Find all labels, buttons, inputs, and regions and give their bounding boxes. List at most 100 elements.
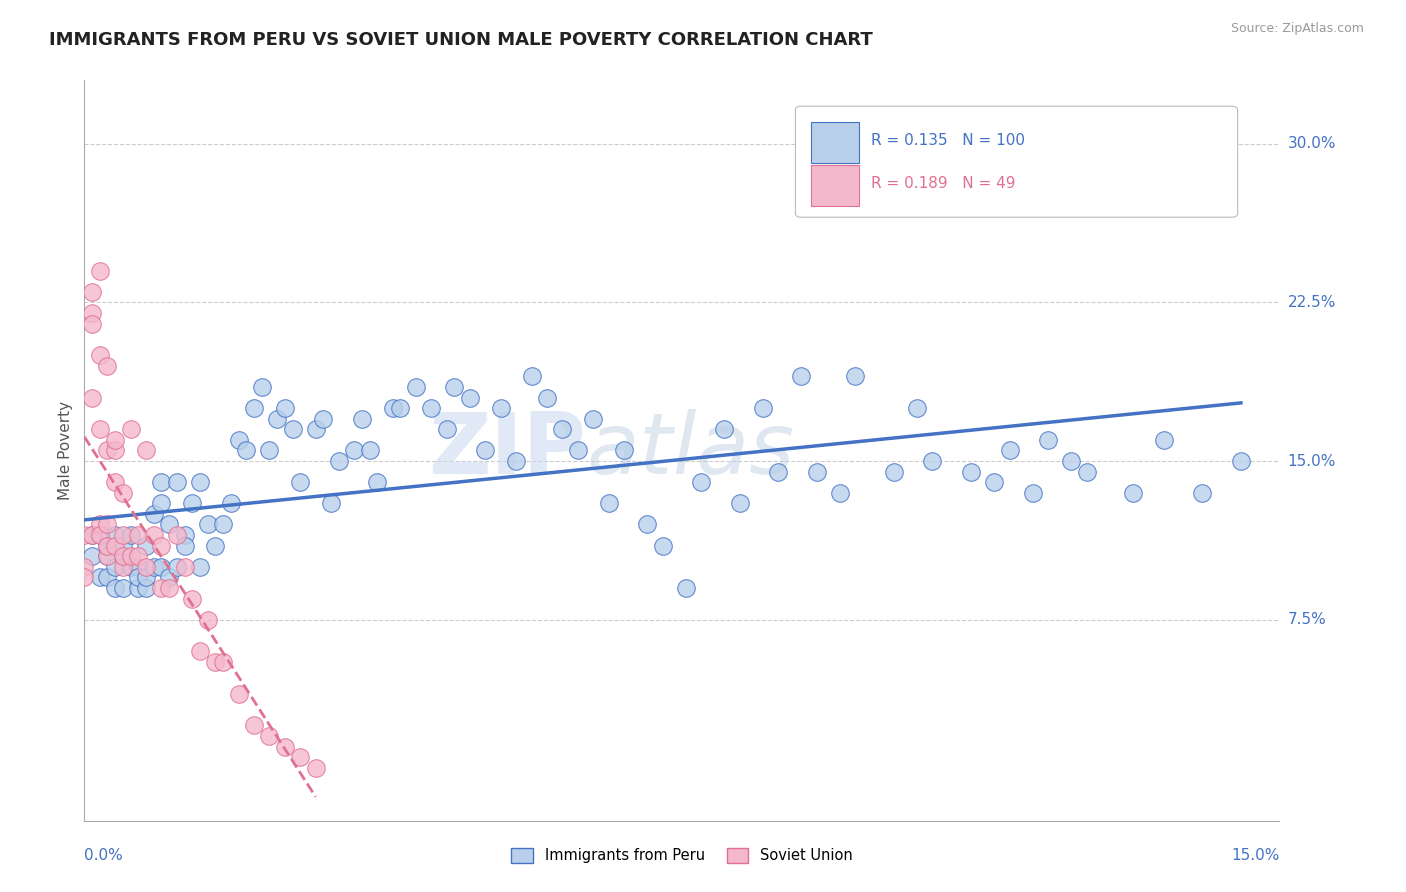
Point bbox=[73, 528, 96, 542]
Y-axis label: Male Poverty: Male Poverty bbox=[58, 401, 73, 500]
Point bbox=[219, 496, 242, 510]
Point bbox=[89, 422, 111, 436]
Point bbox=[111, 539, 134, 553]
Point bbox=[960, 465, 983, 479]
Bar bbox=[811, 165, 859, 206]
Point bbox=[389, 401, 412, 416]
Point bbox=[690, 475, 713, 490]
Point bbox=[96, 539, 118, 553]
Point bbox=[366, 475, 388, 490]
Point bbox=[89, 517, 111, 532]
Point bbox=[921, 454, 943, 468]
Point bbox=[127, 549, 149, 564]
Point bbox=[135, 539, 157, 553]
Point bbox=[80, 285, 103, 299]
Point bbox=[80, 317, 103, 331]
Point bbox=[905, 401, 928, 416]
Point bbox=[150, 475, 173, 490]
Point bbox=[266, 411, 288, 425]
Point bbox=[474, 443, 496, 458]
Point bbox=[1098, 189, 1121, 203]
Point bbox=[80, 528, 103, 542]
Point bbox=[328, 454, 350, 468]
Point bbox=[212, 655, 235, 669]
Point bbox=[228, 433, 250, 447]
Point bbox=[73, 559, 96, 574]
Point bbox=[359, 443, 381, 458]
Text: Source: ZipAtlas.com: Source: ZipAtlas.com bbox=[1230, 22, 1364, 36]
Point bbox=[350, 411, 373, 425]
Point bbox=[274, 401, 297, 416]
Point bbox=[89, 528, 111, 542]
Point bbox=[844, 369, 866, 384]
Point bbox=[319, 496, 342, 510]
Point bbox=[305, 761, 328, 775]
Point bbox=[135, 581, 157, 595]
Point bbox=[89, 570, 111, 584]
Point bbox=[204, 655, 226, 669]
Point bbox=[89, 528, 111, 542]
Point bbox=[828, 485, 851, 500]
Text: 22.5%: 22.5% bbox=[1288, 295, 1336, 310]
Point bbox=[436, 422, 458, 436]
Point bbox=[197, 517, 219, 532]
Point bbox=[1022, 485, 1045, 500]
Point bbox=[613, 443, 636, 458]
Point bbox=[135, 570, 157, 584]
Point bbox=[111, 549, 134, 564]
Point bbox=[188, 559, 211, 574]
Text: ZIP: ZIP bbox=[429, 409, 586, 492]
Point bbox=[188, 644, 211, 658]
Point bbox=[806, 465, 828, 479]
Point bbox=[1230, 454, 1253, 468]
Point bbox=[135, 559, 157, 574]
Point bbox=[235, 443, 257, 458]
Point bbox=[250, 380, 273, 394]
Point bbox=[120, 559, 142, 574]
Point bbox=[790, 369, 813, 384]
Point bbox=[1191, 485, 1213, 500]
Point bbox=[305, 422, 328, 436]
Point bbox=[173, 559, 195, 574]
Point bbox=[312, 411, 335, 425]
Point bbox=[420, 401, 443, 416]
Point bbox=[127, 581, 149, 595]
Point bbox=[120, 528, 142, 542]
Legend: Immigrants from Peru, Soviet Union: Immigrants from Peru, Soviet Union bbox=[505, 842, 859, 869]
Point bbox=[768, 465, 790, 479]
Point bbox=[181, 591, 204, 606]
Point bbox=[104, 475, 127, 490]
Point bbox=[111, 549, 134, 564]
Point bbox=[983, 475, 1005, 490]
Point bbox=[96, 443, 118, 458]
Text: 0.0%: 0.0% bbox=[84, 848, 124, 863]
Point bbox=[150, 559, 173, 574]
Point bbox=[259, 443, 281, 458]
Point bbox=[259, 729, 281, 743]
Point bbox=[73, 570, 96, 584]
Text: IMMIGRANTS FROM PERU VS SOVIET UNION MALE POVERTY CORRELATION CHART: IMMIGRANTS FROM PERU VS SOVIET UNION MAL… bbox=[49, 31, 873, 49]
Point bbox=[173, 528, 195, 542]
FancyBboxPatch shape bbox=[796, 106, 1237, 218]
Point bbox=[127, 528, 149, 542]
Point bbox=[883, 465, 905, 479]
Point bbox=[157, 517, 180, 532]
Point bbox=[80, 528, 103, 542]
Point bbox=[166, 475, 188, 490]
Point bbox=[281, 422, 304, 436]
Point bbox=[998, 443, 1021, 458]
Point bbox=[104, 528, 127, 542]
Point bbox=[96, 570, 118, 584]
Bar bbox=[811, 122, 859, 163]
Point bbox=[150, 496, 173, 510]
Point bbox=[675, 581, 697, 595]
Point bbox=[104, 433, 127, 447]
Point bbox=[520, 369, 543, 384]
Point bbox=[1076, 465, 1098, 479]
Point bbox=[1060, 454, 1083, 468]
Point bbox=[142, 507, 165, 521]
Point bbox=[89, 348, 111, 362]
Point bbox=[104, 581, 127, 595]
Point bbox=[96, 517, 118, 532]
Point bbox=[197, 613, 219, 627]
